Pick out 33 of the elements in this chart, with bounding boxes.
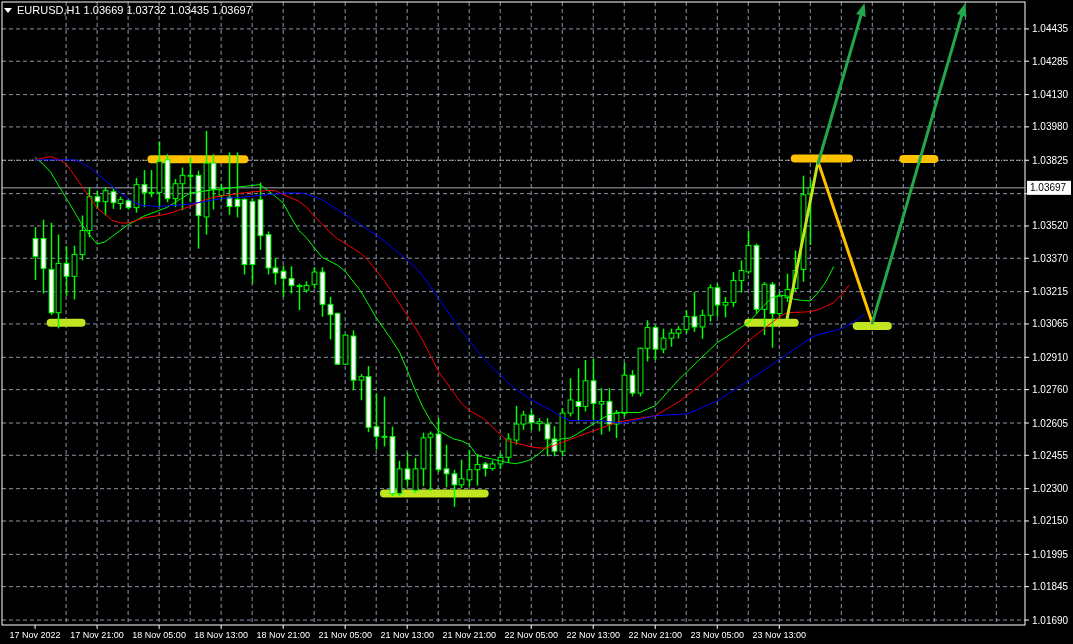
y-tick-label: 1.02605: [1032, 417, 1069, 429]
x-tick-label: 22 Nov 21:00: [628, 630, 683, 640]
x-tick-label: 21 Nov 13:00: [380, 630, 434, 640]
x-tick-label: 18 Nov 05:00: [132, 630, 186, 640]
y-tick-label: 1.02455: [1032, 449, 1069, 461]
y-tick-label: 1.02760: [1032, 384, 1069, 396]
y-tick-label: 1.02150: [1032, 515, 1069, 527]
y-tick-label: 1.03370: [1032, 252, 1069, 264]
y-tick-label: 1.03215: [1032, 286, 1069, 298]
x-tick-label: 17 Nov 2022: [9, 630, 61, 640]
y-tick-label: 1.03825: [1032, 154, 1069, 166]
y-tick-label: 1.01845: [1032, 581, 1069, 593]
y-tick-label: 1.01690: [1032, 614, 1069, 626]
x-tick-label: 18 Nov 21:00: [256, 630, 310, 640]
y-tick-label: 1.03980: [1032, 121, 1069, 133]
y-tick-label: 1.04435: [1032, 23, 1069, 35]
y-tick-label: 1.03520: [1032, 220, 1069, 232]
y-tick-label: 1.04130: [1032, 89, 1069, 101]
x-tick-label: 23 Nov 13:00: [752, 630, 807, 640]
y-tick-label: 1.02910: [1032, 351, 1069, 363]
x-tick-label: 22 Nov 13:00: [566, 630, 620, 640]
x-tick-label: 21 Nov 21:00: [442, 630, 496, 640]
x-tick-label: 23 Nov 05:00: [690, 630, 745, 640]
x-tick-label: 18 Nov 13:00: [194, 630, 248, 640]
y-tick-label: 1.03065: [1032, 318, 1069, 330]
y-tick-label: 1.04285: [1032, 55, 1069, 67]
x-tick-label: 22 Nov 05:00: [504, 630, 558, 640]
ref-line-label: 1.03697: [1030, 182, 1067, 194]
x-tick-label: 17 Nov 21:00: [70, 630, 124, 640]
y-tick-label: 1.01995: [1032, 548, 1069, 560]
chart-title: EURUSD,H1 1.03669 1.03732 1.03435 1.03697: [17, 4, 252, 16]
x-tick-label: 21 Nov 05:00: [318, 630, 372, 640]
y-tick-label: 1.02300: [1032, 483, 1069, 495]
